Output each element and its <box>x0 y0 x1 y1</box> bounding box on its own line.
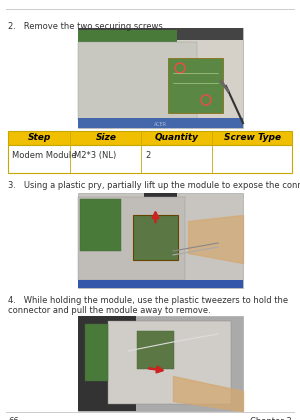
Text: Quantity: Quantity <box>155 134 199 142</box>
Text: M2*3 (NL): M2*3 (NL) <box>74 151 117 160</box>
Bar <box>144 193 177 197</box>
Bar <box>78 42 197 120</box>
Bar <box>168 58 223 113</box>
Text: Chapter 3: Chapter 3 <box>250 417 292 420</box>
Bar <box>133 215 178 260</box>
Bar <box>78 280 243 288</box>
Bar <box>137 331 174 369</box>
Text: 66: 66 <box>8 417 19 420</box>
Text: Screw Type: Screw Type <box>224 134 281 142</box>
Bar <box>78 197 185 280</box>
Bar <box>8 145 292 173</box>
Text: ACER: ACER <box>154 121 167 126</box>
Text: 2: 2 <box>146 151 151 160</box>
Bar <box>78 316 243 411</box>
Text: 2.   Remove the two securing screws.: 2. Remove the two securing screws. <box>8 22 165 31</box>
Bar <box>8 131 292 145</box>
Text: 3.   Using a plastic pry, partially lift up the module to expose the connector.: 3. Using a plastic pry, partially lift u… <box>8 181 300 190</box>
Bar <box>85 324 108 381</box>
Bar <box>108 321 232 404</box>
Bar <box>78 28 243 40</box>
Text: 4.   While holding the module, use the plastic tweezers to hold the connector an: 4. While holding the module, use the pla… <box>8 296 288 315</box>
Bar <box>78 316 136 411</box>
Bar <box>80 199 121 251</box>
Bar <box>78 118 243 128</box>
Text: Size: Size <box>95 134 116 142</box>
Bar <box>78 30 177 44</box>
Bar <box>78 28 243 128</box>
Text: Step: Step <box>28 134 51 142</box>
Text: Modem Module: Modem Module <box>12 151 76 160</box>
Bar <box>78 193 243 288</box>
